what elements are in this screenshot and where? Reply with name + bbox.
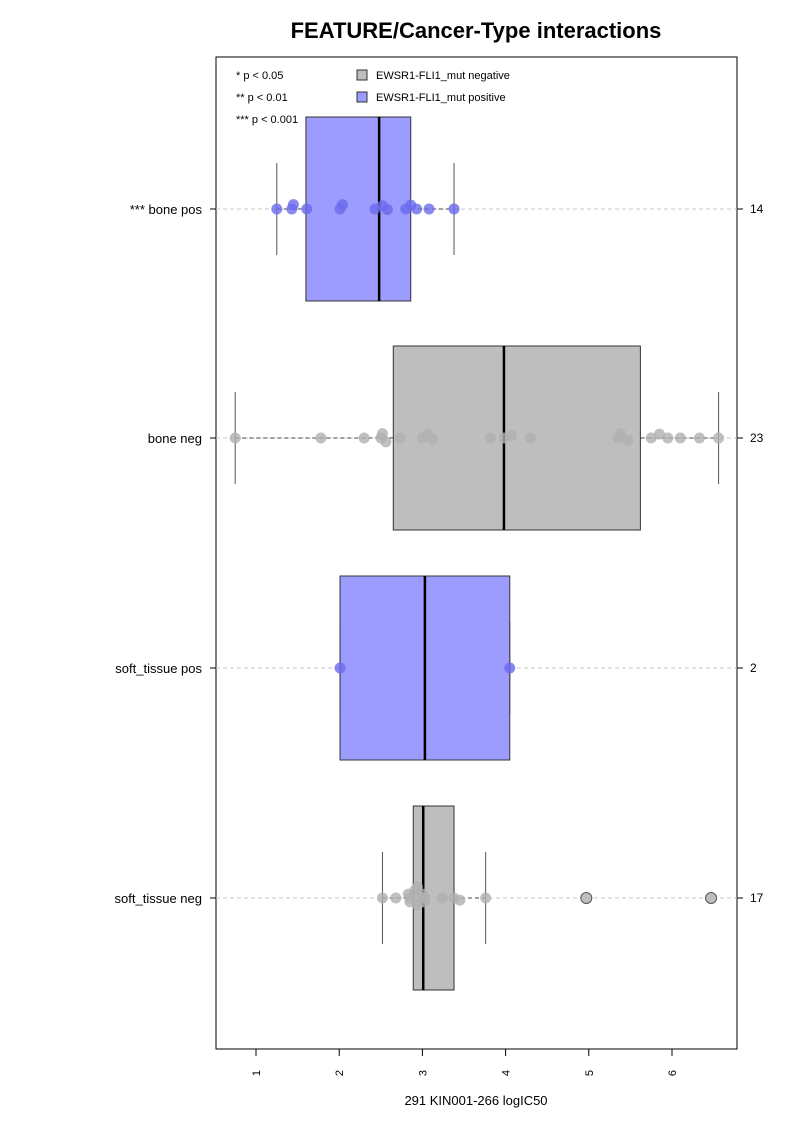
data-point xyxy=(376,892,388,904)
group-label: soft_tissue neg xyxy=(115,891,202,906)
data-point xyxy=(337,199,349,211)
data-point xyxy=(485,432,497,444)
data-point xyxy=(645,432,657,444)
data-point xyxy=(423,203,435,215)
group-0: *** bone pos 14 xyxy=(130,116,764,302)
group-1: bone neg 23 xyxy=(148,345,764,531)
group-label: soft_tissue pos xyxy=(115,661,202,676)
data-point xyxy=(713,432,725,444)
chart-title: FEATURE/Cancer-Type interactions xyxy=(291,18,662,43)
data-point xyxy=(454,894,466,906)
legend: * p < 0.05 ** p < 0.01 *** p < 0.001 EWSR1-… xyxy=(236,69,510,126)
legend-swatch xyxy=(356,91,368,103)
x-tick-label: 6 xyxy=(667,1070,679,1076)
data-point xyxy=(614,428,626,440)
outlier-point xyxy=(580,892,593,904)
groups-layer: *** bone pos 14 bone neg 23 soft_tissue pos 2… xyxy=(115,116,764,991)
data-point xyxy=(504,662,516,674)
legend-entry: EWSR1-FLI1_mut positive xyxy=(376,92,506,104)
data-point xyxy=(419,892,431,904)
legend-swatch xyxy=(356,69,368,81)
x-tick-label: 3 xyxy=(417,1070,429,1076)
x-axis: 1 2 3 4 5 6 xyxy=(251,1049,679,1076)
data-point xyxy=(271,203,283,215)
data-point xyxy=(411,203,423,215)
count-label: 23 xyxy=(750,431,764,445)
data-point xyxy=(287,199,299,211)
significance-legend-entry: ** p < 0.01 xyxy=(236,92,288,104)
x-tick-label: 1 xyxy=(251,1070,263,1076)
legend-entry: EWSR1-FLI1_mut negative xyxy=(376,70,510,82)
data-point xyxy=(426,433,438,445)
data-point xyxy=(505,429,517,441)
data-point xyxy=(315,432,327,444)
data-point xyxy=(693,432,705,444)
x-axis-label: 291 KIN001-266 logIC50 xyxy=(404,1093,547,1108)
data-point xyxy=(662,432,674,444)
outlier-point xyxy=(705,892,718,904)
group-2: soft_tissue pos 2 xyxy=(115,575,757,761)
group-label: *** bone pos xyxy=(130,202,203,217)
x-tick-label: 4 xyxy=(501,1070,513,1076)
x-tick-label: 2 xyxy=(334,1070,346,1076)
data-point xyxy=(436,892,448,904)
data-point xyxy=(448,203,460,215)
data-point xyxy=(390,892,402,904)
significance-legend-entry: *** p < 0.001 xyxy=(236,114,298,126)
data-point xyxy=(381,204,393,216)
group-label: bone neg xyxy=(148,431,202,446)
x-tick-label: 5 xyxy=(584,1070,596,1076)
data-point xyxy=(229,432,241,444)
data-point xyxy=(380,436,392,448)
count-label: 2 xyxy=(750,661,757,675)
data-point xyxy=(480,892,492,904)
count-label: 14 xyxy=(750,202,764,216)
data-point xyxy=(654,428,666,440)
group-3: soft_tissue neg 17 xyxy=(115,805,764,991)
significance-legend-entry: * p < 0.05 xyxy=(236,70,283,82)
data-point xyxy=(394,432,406,444)
plot-frame xyxy=(215,56,738,1050)
count-label: 17 xyxy=(750,891,764,905)
data-point xyxy=(674,432,686,444)
box xyxy=(305,116,412,302)
data-point xyxy=(525,432,537,444)
data-point xyxy=(334,662,346,674)
data-point xyxy=(358,432,370,444)
data-point xyxy=(301,203,313,215)
data-point xyxy=(622,434,634,446)
data-point xyxy=(376,428,388,440)
